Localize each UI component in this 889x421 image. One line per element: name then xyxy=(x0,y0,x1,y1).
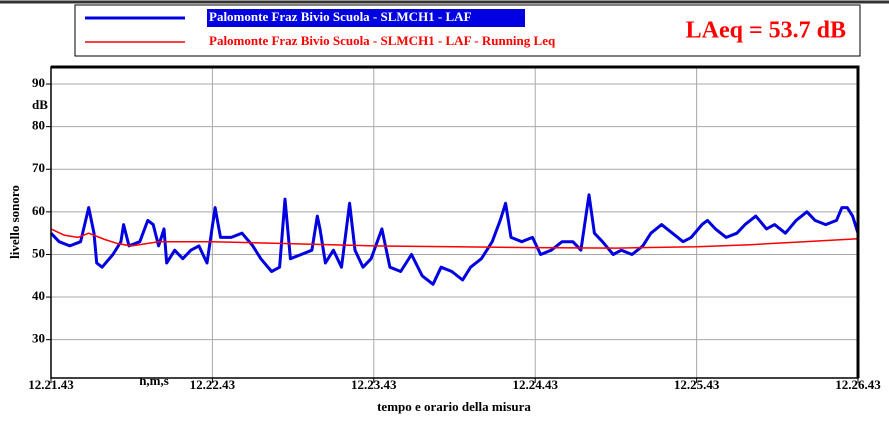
y-tick-label: 60 xyxy=(32,203,45,218)
y-unit: dB xyxy=(32,97,48,112)
plot-area xyxy=(51,67,858,378)
x-tick-label: 12.23.43 xyxy=(351,377,397,392)
y-tick-label: 80 xyxy=(32,118,45,133)
plot-frame-shadow xyxy=(51,65,860,378)
x-tick-label: 12.21.43 xyxy=(28,377,74,392)
annotation: LAeq = 53.7 dB xyxy=(686,18,846,44)
y-tick-label: 70 xyxy=(32,160,45,175)
legend-highlight xyxy=(207,9,525,27)
x-axis-label: tempo e orario della misura xyxy=(377,399,531,414)
y-tick-label: 50 xyxy=(32,245,45,260)
y-tick-label: 40 xyxy=(32,288,45,303)
x-tick-label: 12.24.43 xyxy=(512,377,558,392)
legend-label: Palomonte Fraz Bivio Scuola - SLMCH1 - L… xyxy=(209,33,556,48)
y-tick-label: 90 xyxy=(32,75,45,90)
y-tick-label: 30 xyxy=(32,331,45,346)
series-line xyxy=(50,228,859,249)
series-line xyxy=(49,193,860,286)
x-tick-label: 12.26.43 xyxy=(835,377,881,392)
x-tick-label: 12.22.43 xyxy=(190,377,236,392)
y-axis-label: livello sonoro xyxy=(7,185,22,259)
x-tick-label: 12.25.43 xyxy=(674,377,720,392)
legend-label: Palomonte Fraz Bivio Scuola - SLMCH1 - L… xyxy=(209,9,472,24)
